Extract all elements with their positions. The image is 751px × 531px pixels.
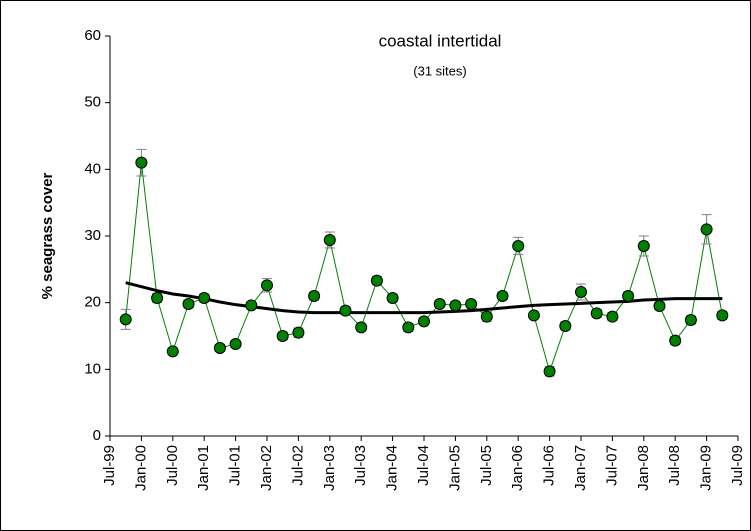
data-point [418, 315, 430, 328]
y-tick-label: 30 [84, 227, 101, 244]
data-point [575, 286, 587, 298]
x-tick-label: Jul-00 [164, 445, 181, 486]
data-point [559, 320, 572, 332]
data-point [684, 314, 697, 326]
x-tick-label: Jan-08 [635, 445, 652, 491]
data-point [402, 321, 415, 334]
data-point [465, 298, 478, 310]
x-tick-label: Jan-09 [698, 445, 715, 491]
chart-subtitle: (31 sites) [413, 63, 466, 78]
x-tick-label: Jan-00 [132, 445, 149, 491]
data-point [339, 304, 352, 317]
data-point [480, 310, 493, 323]
data-point [512, 240, 525, 252]
x-tick-label: Jan-03 [321, 445, 338, 491]
x-tick-label: Jul-01 [227, 445, 244, 486]
data-point [245, 299, 258, 312]
x-tick-label: Jul-09 [729, 445, 746, 486]
y-tick-label: 60 [84, 27, 101, 44]
y-axis-label: % seagrass cover [39, 172, 56, 299]
x-tick-label: Jul-08 [666, 445, 683, 486]
x-tick-label: Jul-04 [415, 445, 432, 486]
x-tick-label: Jan-04 [384, 445, 401, 491]
data-point [496, 290, 509, 302]
data-point [229, 338, 242, 350]
x-tick-label: Jul-02 [289, 445, 306, 486]
x-tick-label: Jul-99 [101, 445, 118, 486]
data-point [261, 279, 273, 292]
data-point [543, 365, 556, 378]
data-point [637, 240, 650, 252]
data-point [716, 309, 729, 322]
data-point [606, 310, 619, 323]
data-point [198, 292, 211, 304]
data-point [386, 292, 399, 304]
x-tick-label: Jan-01 [195, 445, 212, 491]
x-tick-label: Jul-05 [478, 445, 495, 486]
trend-line [125, 281, 723, 315]
data-point [622, 290, 635, 302]
x-tick-label: Jan-02 [258, 445, 275, 491]
x-tick-label: Jul-06 [541, 445, 558, 486]
data-point [370, 274, 383, 287]
y-tick-label: 10 [84, 360, 101, 377]
x-tick-label: Jan-07 [572, 445, 589, 491]
data-point [653, 300, 666, 312]
data-point [292, 326, 305, 339]
y-tick-label: 0 [93, 427, 101, 444]
data-point [276, 330, 289, 342]
data-point [119, 313, 132, 326]
y-tick-label: 20 [84, 294, 101, 311]
chart-title: coastal intertidal [379, 31, 502, 50]
x-tick-label: Jan-06 [509, 445, 526, 491]
data-point [590, 307, 603, 320]
data-point [700, 223, 713, 236]
data-point [308, 290, 321, 302]
data-point [449, 299, 462, 312]
x-tick-label: Jan-05 [446, 445, 463, 491]
data-point [669, 334, 682, 347]
data-point [166, 345, 179, 358]
y-tick-label: 50 [84, 94, 101, 111]
data-point [527, 309, 540, 322]
x-tick-label: Jul-03 [352, 445, 369, 486]
data-point [182, 298, 195, 310]
y-tick-label: 40 [84, 160, 101, 177]
data-point [433, 298, 446, 310]
data-point [135, 156, 148, 169]
data-point [151, 292, 164, 304]
data-point [323, 234, 336, 246]
x-tick-label: Jul-07 [603, 445, 620, 486]
data-point [213, 342, 226, 354]
data-point [355, 321, 368, 334]
